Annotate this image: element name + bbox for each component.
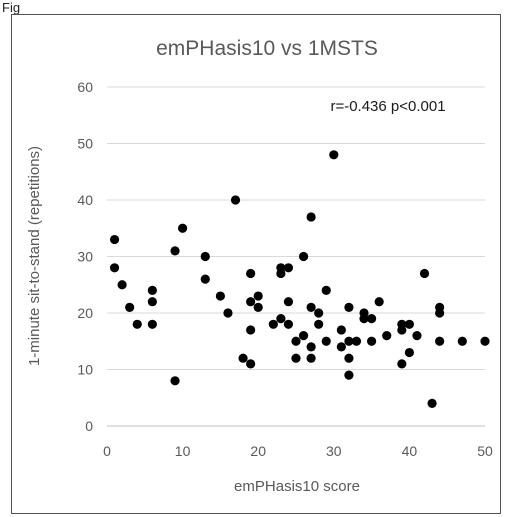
y-tick-label: 60 — [77, 79, 93, 95]
y-tick-label: 10 — [77, 362, 93, 378]
data-point — [283, 297, 294, 307]
data-point — [246, 268, 256, 279]
data-point — [404, 347, 414, 358]
data-point — [246, 325, 256, 335]
data-point — [230, 195, 241, 205]
data-point — [336, 325, 346, 335]
y-tick-label: 30 — [77, 249, 93, 265]
data-point — [291, 336, 301, 346]
data-point — [253, 291, 263, 301]
data-point — [306, 353, 316, 363]
data-point — [351, 336, 362, 346]
data-point — [147, 319, 157, 329]
data-point — [170, 246, 180, 256]
data-point — [382, 331, 392, 341]
data-point — [457, 336, 467, 346]
data-point — [374, 297, 384, 307]
data-point — [306, 212, 316, 222]
data-point — [178, 223, 188, 233]
data-point — [427, 398, 437, 408]
y-tick-label: 0 — [85, 418, 93, 434]
chart-title: emPHasis10 vs 1MSTS — [156, 37, 378, 60]
data-point — [298, 331, 309, 341]
y-axis-title: 1-minute sit-to-stand (repetitions) — [26, 146, 43, 366]
data-point — [117, 280, 127, 290]
data-point — [321, 336, 331, 346]
y-tick-label: 50 — [77, 136, 93, 152]
data-point — [109, 234, 120, 245]
x-axis-title: emPHasis10 score — [234, 478, 360, 495]
data-point — [283, 263, 294, 273]
data-point — [298, 251, 309, 262]
data-point — [435, 308, 445, 318]
data-point — [314, 319, 324, 329]
data-point — [314, 308, 324, 318]
data-point — [276, 268, 286, 279]
data-point — [238, 353, 248, 363]
data-point — [109, 263, 120, 273]
data-point — [367, 314, 377, 324]
x-tick-label: 30 — [326, 443, 342, 459]
data-point — [435, 336, 445, 346]
data-point — [329, 150, 339, 160]
correlation-annotation: r=-0.436 p<0.001 — [330, 98, 445, 115]
data-point — [200, 274, 210, 284]
data-point — [344, 302, 354, 312]
data-point — [306, 302, 316, 312]
data-point — [253, 302, 263, 312]
data-point — [125, 302, 135, 312]
data-point — [404, 319, 414, 329]
data-point — [200, 251, 210, 262]
gridlines — [107, 86, 485, 427]
x-tick-label: 10 — [175, 443, 191, 459]
data-point — [397, 325, 407, 335]
data-point — [147, 285, 157, 295]
data-point — [223, 308, 233, 318]
x-tick-label: 20 — [250, 443, 266, 459]
y-axis-ticks: 0 10 20 30 40 50 60 — [77, 79, 93, 434]
x-tick-label: 40 — [402, 443, 418, 459]
data-point — [147, 297, 157, 307]
data-point — [367, 336, 377, 346]
figure-label: Fig — [2, 0, 21, 15]
data-point — [336, 342, 346, 352]
data-point — [246, 359, 256, 369]
y-tick-label: 40 — [77, 192, 93, 208]
data-point — [419, 268, 430, 279]
data-points — [109, 150, 490, 408]
data-point — [276, 314, 286, 324]
chart-frame — [11, 14, 501, 514]
data-point — [132, 319, 142, 329]
x-tick-label: 0 — [103, 443, 111, 459]
data-point — [306, 342, 316, 352]
data-point — [215, 291, 225, 301]
data-point — [344, 353, 354, 363]
data-point — [283, 319, 294, 329]
x-tick-label: 50 — [477, 443, 493, 459]
data-point — [321, 285, 331, 295]
data-point — [344, 370, 354, 380]
y-tick-label: 20 — [77, 305, 93, 321]
data-point — [268, 319, 278, 329]
data-point — [480, 336, 490, 346]
data-point — [291, 353, 301, 363]
data-point — [246, 297, 256, 307]
x-axis-ticks: 0 10 20 30 40 50 — [103, 443, 493, 459]
data-point — [359, 314, 369, 324]
data-point — [412, 331, 422, 341]
data-point — [170, 376, 180, 386]
data-point — [397, 359, 407, 369]
data-point — [344, 336, 354, 346]
